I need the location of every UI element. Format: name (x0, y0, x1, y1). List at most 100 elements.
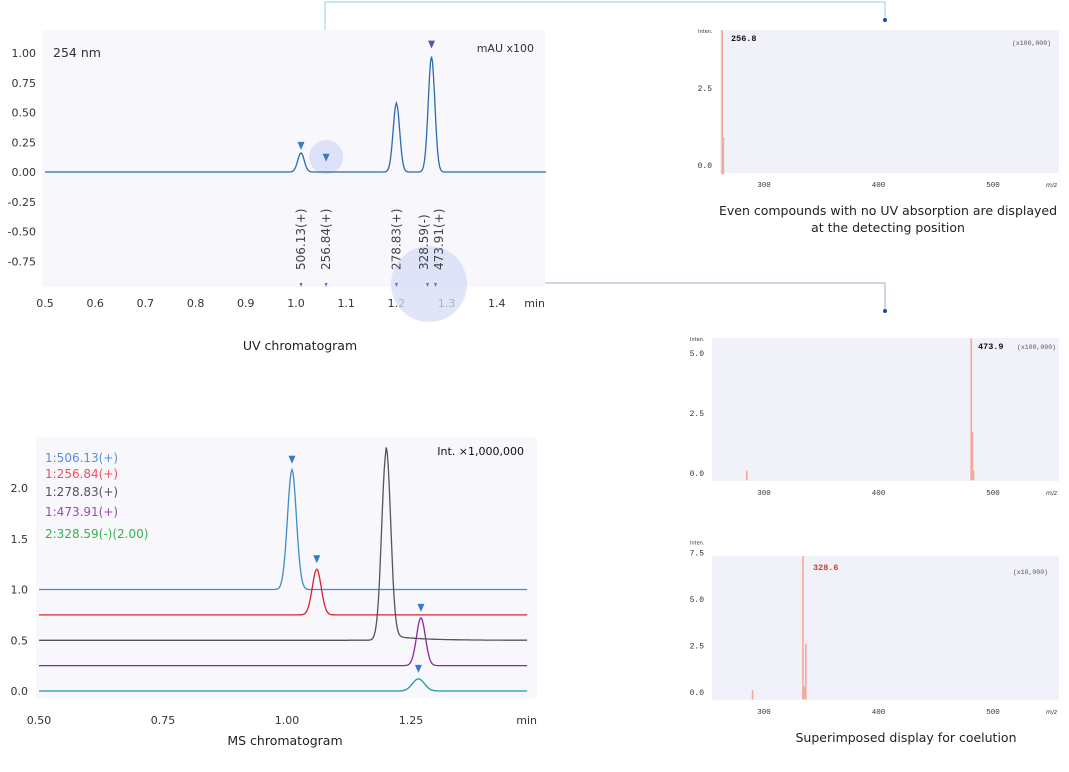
plot-area (712, 338, 1059, 481)
x-tick-label: 1.0 (287, 297, 305, 310)
legend-entry: 1:506.13(+) (45, 451, 118, 465)
x-tick-label: 300 (757, 490, 771, 498)
x-tick-label: 0.8 (187, 297, 205, 310)
y-tick-label: 1.5 (11, 533, 29, 546)
scale-label: (x10,000) (1013, 569, 1048, 576)
y-tick-label: 5.0 (690, 350, 705, 359)
detect-tick-icon (434, 283, 438, 287)
ms-xlabel: min (516, 714, 537, 727)
spectrum-bar (746, 470, 748, 481)
y-tick-label: -0.50 (8, 226, 36, 239)
spectrum-bar (721, 30, 724, 175)
plot-area (712, 556, 1059, 700)
spectrum1-caption-line2: at the detecting position (811, 220, 965, 235)
ms-trace (39, 568, 528, 616)
spectrum-bar (804, 643, 807, 700)
detect-tick-icon (394, 283, 398, 287)
connector-dot (883, 309, 887, 313)
peak-marker-icon (313, 555, 321, 564)
x-tick-label: 0.5 (36, 297, 54, 310)
detect-tick-icon (426, 283, 430, 287)
legend-entry: 1:256.84(+) (45, 467, 118, 481)
x-tick-label: 0.75 (151, 714, 176, 727)
uv-caption: UV chromatogram (243, 338, 357, 353)
peak-marker-icon (414, 664, 422, 673)
spectrum-bar (972, 470, 975, 481)
y-tick-label: 0.00 (12, 166, 37, 179)
y-axis-label: Inten. (698, 29, 713, 35)
spectrum3-caption: Superimposed display for coelution (795, 730, 1016, 745)
ms-trace (39, 447, 528, 641)
plot-area (42, 30, 545, 287)
x-tick-label: 500 (986, 709, 1000, 717)
y-axis-label: Inten. (690, 337, 705, 343)
x-axis-label: m/z (1046, 709, 1058, 716)
uv-xlabel: min (524, 297, 545, 310)
mass-spectrum-473: Inten. 5.0 2.5 0.0 300 400 500 m/z 473.9 (x100,00… (690, 337, 1059, 498)
x-tick-label: 0.50 (27, 714, 52, 727)
uv-chromatogram: 254 nm mAU x100 min UV chromatogram 1.00… (8, 30, 546, 353)
x-tick-label: 1.00 (275, 714, 300, 727)
x-tick-label: 400 (872, 490, 886, 498)
x-tick-label: 1.1 (337, 297, 355, 310)
peak-marker-icon (288, 455, 296, 464)
plot-area (36, 437, 537, 698)
mass-label: 328.59(-) (417, 214, 431, 270)
x-tick-label: 400 (872, 182, 886, 190)
spectrum-bar (802, 556, 804, 700)
plot-area (720, 30, 1059, 173)
y-tick-label: 5.0 (690, 596, 705, 605)
y-tick-label: 0.75 (12, 77, 37, 90)
y-tick-label: 0.5 (11, 634, 29, 647)
ms-trace (39, 467, 528, 591)
spectrum1-caption-line1: Even compounds with no UV absorption are… (719, 203, 1057, 218)
mass-label: 506.13(+) (294, 209, 308, 270)
peak-label: 256.8 (731, 34, 757, 44)
spectrum-bar (751, 690, 754, 700)
x-axis-label: m/z (1046, 182, 1058, 189)
x-tick-label: 300 (757, 709, 771, 717)
x-tick-label: 1.4 (488, 297, 506, 310)
spectrum-bar (722, 137, 725, 175)
x-tick-label: 400 (872, 709, 886, 717)
y-tick-label: 2.5 (690, 410, 705, 419)
spectrum-bar (970, 338, 973, 481)
y-tick-label: -0.25 (8, 196, 36, 209)
y-axis-label: Inten. (690, 541, 705, 547)
spectrum-bar (971, 432, 974, 481)
legend-entry: 2:328.59(-)(2.00) (45, 527, 148, 541)
legend-entry: 1:278.83(+) (45, 485, 118, 499)
x-tick-label: 300 (757, 182, 771, 190)
uv-title: 254 nm (53, 45, 101, 60)
y-tick-label: 0.0 (698, 162, 713, 171)
peak-marker-icon (417, 603, 425, 612)
y-tick-label: 2.5 (690, 643, 705, 652)
detect-tick-icon (324, 283, 328, 287)
mass-label: 256.84(+) (319, 209, 333, 270)
y-tick-label: 0.0 (690, 470, 705, 479)
scale-label: (x100,000) (1012, 40, 1051, 47)
peak-marker-icon (322, 153, 330, 162)
x-tick-label: 500 (986, 490, 1000, 498)
x-tick-label: 0.6 (86, 297, 104, 310)
x-tick-label: 1.25 (399, 714, 424, 727)
highlight-circle (391, 246, 468, 322)
y-tick-label: 0.0 (690, 689, 705, 698)
y-tick-label: 7.5 (690, 550, 705, 559)
uv-trace (45, 56, 546, 173)
mass-label: 473.91(+) (432, 209, 446, 270)
x-tick-label: 0.7 (137, 297, 155, 310)
mass-spectrum-256: Inten. 2.5 0.0 300 400 500 m/z 256.8 (x100,000) (698, 29, 1059, 190)
spectrum-bar (803, 686, 805, 700)
x-axis-label: m/z (1046, 490, 1058, 497)
x-tick-label: 500 (986, 182, 1000, 190)
ms-unit-label: Int. ×1,000,000 (437, 445, 524, 458)
y-tick-label: 2.5 (698, 85, 713, 94)
detect-tick-icon (299, 283, 303, 287)
ms-chromatogram: Int. ×1,000,000 min MS chromatogram 2.0 1… (11, 437, 537, 748)
peak-marker-icon (428, 40, 436, 49)
legend-entry: 1:473.91(+) (45, 505, 118, 519)
mass-spectrum-328: Inten. 7.5 5.0 2.5 0.0 300 400 500 m/z 328.6 (x10,… (690, 541, 1059, 717)
connector-line-coelution (470, 282, 886, 311)
